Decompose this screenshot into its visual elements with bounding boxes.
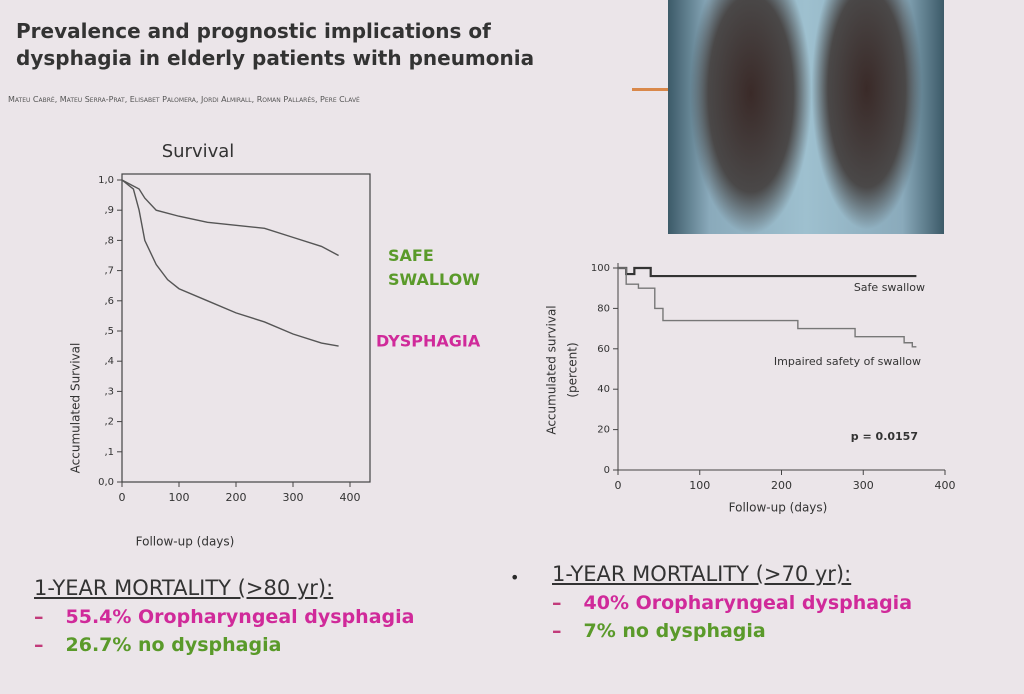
y-tick-label: 100 (591, 263, 610, 274)
y-tick-label: 80 (597, 303, 610, 314)
x-tick-label: 0 (615, 479, 622, 492)
finding: 1-YEAR MORTALITY (>70 yr): 40% Oropharyn… (552, 562, 912, 648)
finding-item: 55.4% Oropharyngeal dysphagia (34, 606, 415, 628)
y-tick-label: 0,0 (98, 477, 114, 488)
chart-title: Survival (162, 141, 235, 162)
finding-item: 26.7% no dysphagia (34, 634, 414, 656)
accent-line (632, 88, 668, 91)
y-tick-label: ,5 (104, 326, 114, 337)
x-tick-label: 200 (226, 491, 247, 504)
x-axis-label: Follow-up (days) (729, 501, 828, 515)
y-tick-label: ,9 (104, 205, 114, 216)
y-tick-label: ,3 (104, 386, 114, 397)
y-tick-label: 0 (604, 465, 610, 476)
y-tick-label: 20 (597, 425, 610, 436)
finding-item: 7% no dysphagia (552, 620, 912, 642)
bullet: • (510, 568, 520, 587)
legend-label: Safe swallow (854, 281, 925, 294)
finding-heading: 1-YEAR MORTALITY (>80 yr): (34, 576, 334, 600)
y-tick-label: 40 (597, 384, 610, 395)
series-line (121, 179, 339, 257)
x-tick-label: 400 (935, 479, 956, 492)
series-line (121, 179, 339, 347)
x-tick-label: 100 (169, 491, 190, 504)
x-tick-label: 100 (689, 479, 710, 492)
y-axis-label: Accumulated survival (545, 305, 559, 434)
series-line (618, 267, 917, 348)
y-tick-label: ,4 (104, 356, 114, 367)
xray-image (668, 0, 944, 234)
y-tick-label: 1,0 (98, 175, 114, 186)
x-tick-label: 200 (771, 479, 792, 492)
y-tick-label: ,1 (104, 447, 114, 458)
title: Prevalence and prognostic implications o… (16, 19, 535, 70)
x-tick-label: 0 (119, 491, 126, 504)
y-tick-label: ,2 (104, 417, 114, 428)
finding-heading: 1-YEAR MORTALITY (>70 yr): (552, 562, 852, 586)
y-tick-label: 60 (597, 344, 610, 355)
y-tick-label: ,8 (104, 235, 114, 246)
x-axis-label: Follow-up (days) (136, 535, 235, 549)
finding-item: 40% Oropharyngeal dysphagia (552, 592, 913, 614)
y-tick-label: ,7 (104, 266, 114, 277)
x-tick-label: 300 (283, 491, 304, 504)
authors: Mateu Cabré, Mateu Serra-Prat, Elisabet … (8, 95, 360, 104)
legend-label: Impaired safety of swallow (774, 355, 921, 368)
x-tick-label: 300 (853, 479, 874, 492)
series-line (618, 266, 917, 278)
plot-frame (121, 173, 371, 483)
annotation: p = 0.0157 (851, 430, 918, 443)
y-axis-label: Accumulated Survival (69, 343, 83, 474)
legend-label: DYSPHAGIA (376, 332, 481, 351)
y-tick-label: ,6 (104, 296, 114, 307)
x-tick-label: 400 (340, 491, 361, 504)
y-axis-label: (percent) (566, 342, 580, 397)
finding: 1-YEAR MORTALITY (>80 yr): 55.4% Orophar… (34, 576, 414, 662)
legend-label: SAFE SWALLOW (388, 246, 480, 289)
